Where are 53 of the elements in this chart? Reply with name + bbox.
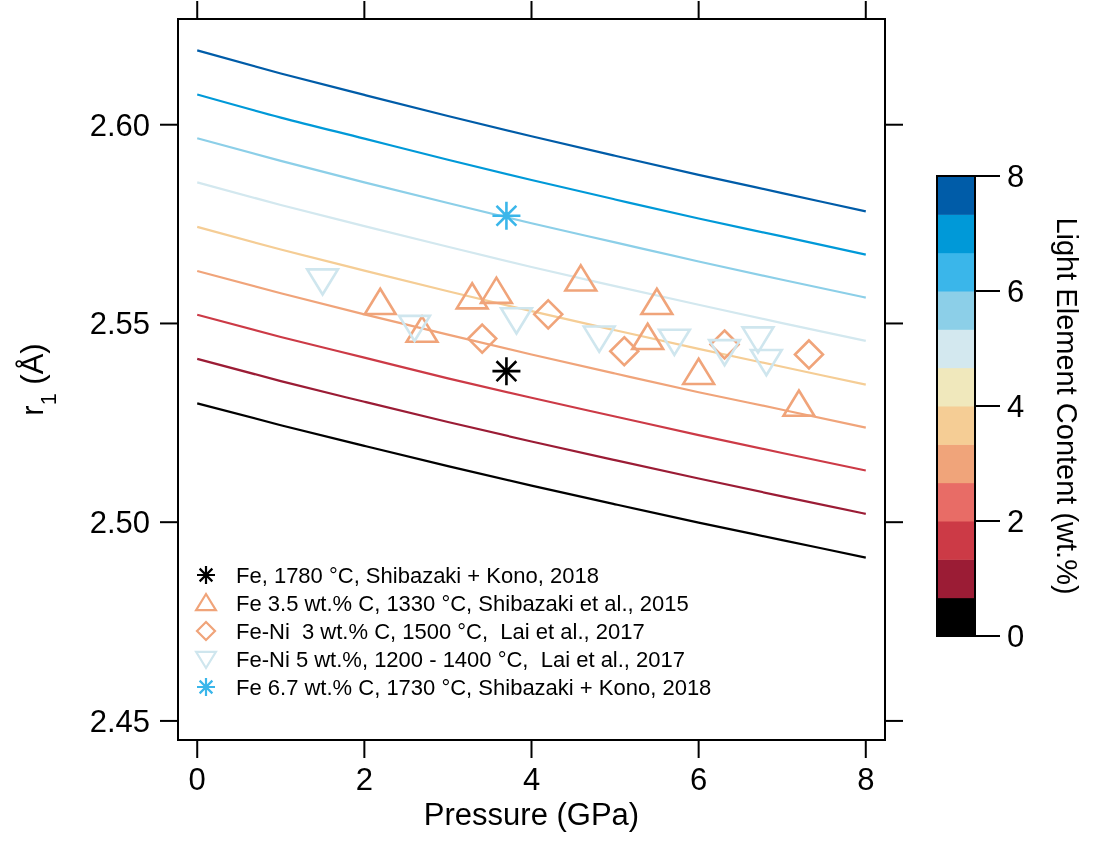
line-series <box>196 49 867 213</box>
point <box>491 200 522 232</box>
point <box>630 322 665 351</box>
point <box>741 326 775 354</box>
point <box>640 287 674 316</box>
color-bar-label: 2 <box>1007 504 1025 539</box>
line-series <box>196 137 867 299</box>
line-series <box>196 313 867 472</box>
point <box>305 268 340 296</box>
line-series <box>196 402 867 559</box>
line-series <box>196 357 867 515</box>
legend-label: Fe-Ni 5 wt.%, 1200 - 1400 °C, Lai et al., 2017 <box>236 647 686 672</box>
point <box>466 323 498 354</box>
point <box>499 306 534 335</box>
point <box>793 339 825 370</box>
point <box>397 314 432 343</box>
point <box>749 348 784 377</box>
line-series <box>196 269 867 429</box>
point <box>582 325 616 354</box>
y-tick-label: 2.55 <box>89 306 150 342</box>
x-tick-label: 0 <box>188 762 206 797</box>
line-series <box>196 225 867 386</box>
point <box>564 264 598 292</box>
line-series <box>196 181 867 343</box>
point <box>657 328 692 357</box>
line-series <box>196 93 867 256</box>
point <box>532 299 564 330</box>
y-tick-label: 2.50 <box>89 505 150 541</box>
legend-label: Fe 3.5 wt.% C, 1330 °C, Shibazaki et al., 2015 <box>236 591 689 616</box>
point <box>707 338 742 367</box>
color-bar-label: 8 <box>1007 159 1025 194</box>
x-tick-label: 6 <box>690 762 708 797</box>
point <box>455 281 489 310</box>
color-bar-label: 4 <box>1007 389 1025 424</box>
legend-label: Fe 6.7 wt.% C, 1730 °C, Shibazaki + Kono, 2018 <box>236 675 712 700</box>
x-tick-label: 8 <box>857 762 875 797</box>
color-bar-label: 6 <box>1007 274 1025 309</box>
legend-label: Fe-Ni 3 wt.% C, 1500 °C, Lai et al., 2017 <box>236 619 645 644</box>
point <box>363 287 397 316</box>
point <box>782 389 816 418</box>
y-tick-label: 2.45 <box>89 703 150 739</box>
color-bar-label: 0 <box>1007 619 1025 654</box>
x-tick-label: 2 <box>355 762 373 797</box>
point <box>479 276 514 305</box>
point <box>491 355 522 387</box>
x-axis-title: Pressure (GPa) <box>423 797 640 832</box>
color-bar-title: Light Element Content (wt.%) <box>1051 217 1083 595</box>
point <box>608 335 640 367</box>
x-tick-label: 4 <box>522 762 541 797</box>
point <box>681 357 716 386</box>
y-tick-label: 2.60 <box>89 107 150 143</box>
point <box>405 315 439 344</box>
legend-label: Fe, 1780 °C, Shibazaki + Kono, 2018 <box>236 563 599 588</box>
